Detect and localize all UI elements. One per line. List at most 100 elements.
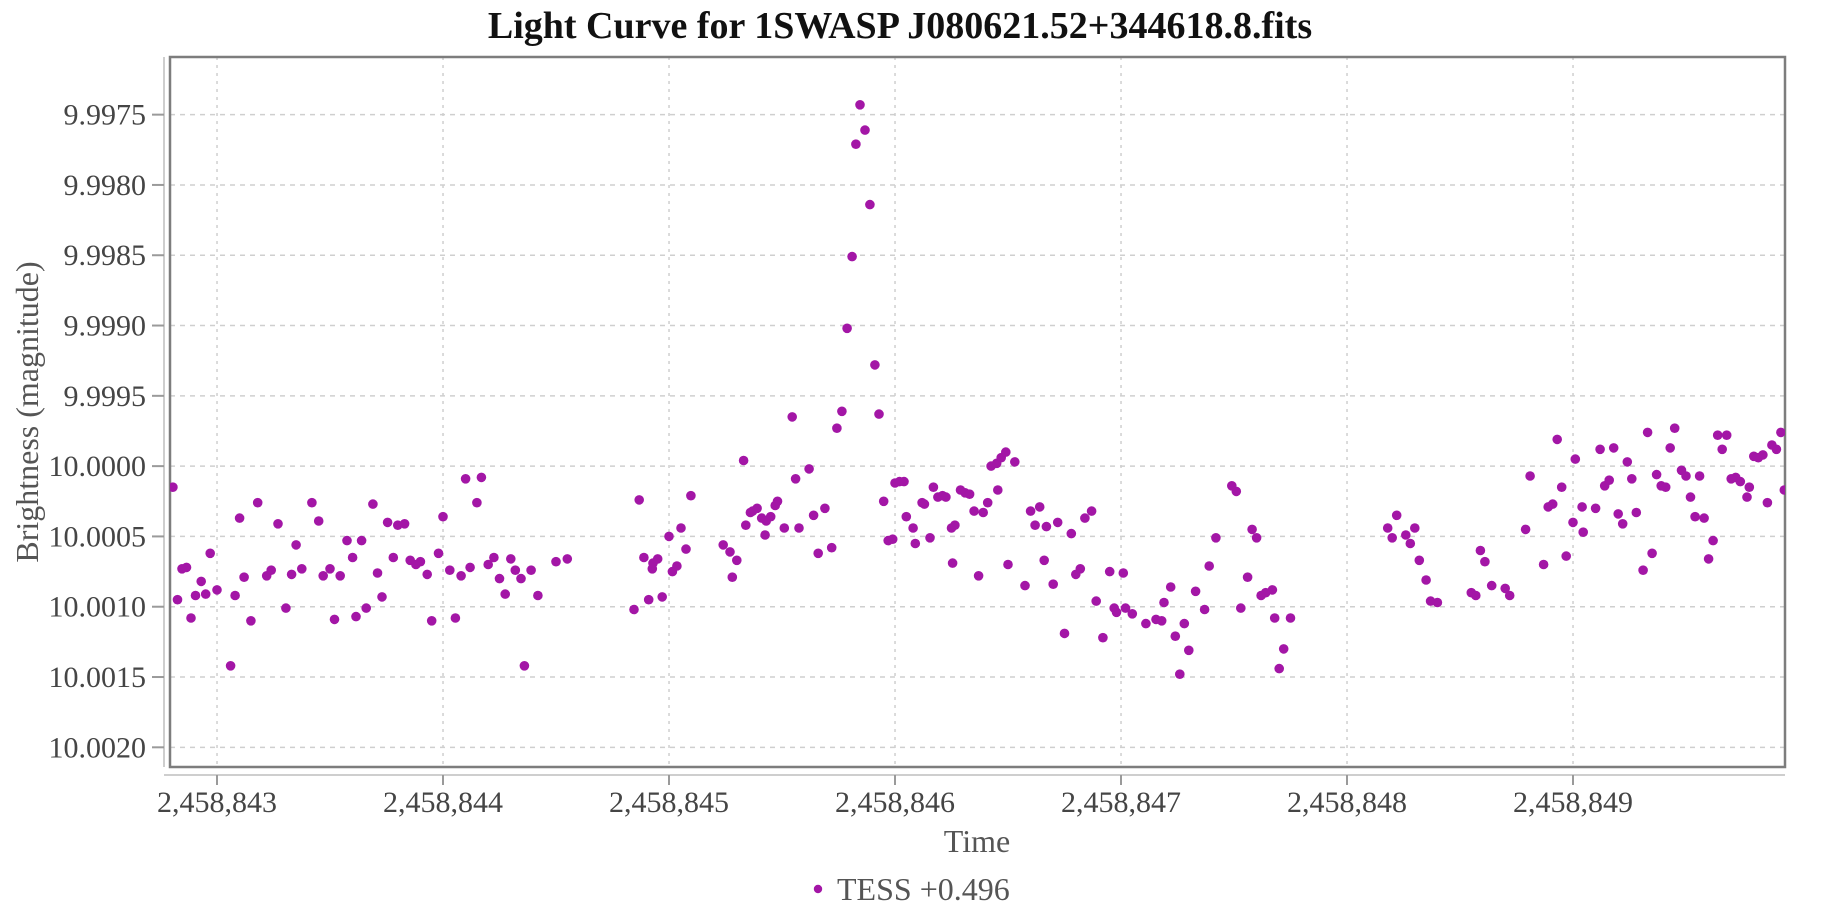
data-point	[718, 540, 728, 550]
data-point	[1561, 551, 1571, 561]
data-point	[281, 603, 291, 613]
data-point	[186, 613, 196, 623]
data-point	[1742, 492, 1752, 502]
data-point	[725, 547, 735, 557]
x-tick-label: 2,458,845	[609, 786, 729, 819]
data-point	[1020, 580, 1030, 591]
data-point	[1694, 471, 1705, 481]
data-point	[664, 531, 674, 542]
data-point	[1030, 520, 1040, 530]
data-point	[1735, 476, 1746, 487]
data-point	[1179, 618, 1190, 629]
data-point	[460, 474, 471, 484]
data-point	[1480, 556, 1490, 567]
data-point	[732, 555, 742, 566]
data-point	[329, 614, 340, 625]
data-point	[382, 517, 393, 528]
data-point	[377, 592, 387, 602]
data-point	[1039, 555, 1049, 566]
data-point	[842, 323, 852, 334]
data-point	[874, 409, 884, 419]
y-tick-label: 10.0015	[49, 661, 147, 694]
data-point	[826, 542, 837, 553]
data-point	[950, 520, 960, 530]
data-point	[1242, 572, 1253, 582]
data-point	[526, 565, 536, 575]
y-tick-label: 9.9985	[64, 239, 147, 272]
data-point	[1086, 506, 1097, 516]
data-point	[969, 506, 979, 516]
data-point	[1003, 559, 1013, 570]
data-point	[741, 520, 751, 530]
data-point	[925, 533, 935, 543]
data-point	[1236, 603, 1246, 613]
data-point	[832, 423, 842, 434]
data-point	[899, 476, 909, 487]
data-point	[1401, 530, 1411, 540]
y-tick-label: 10.0000	[49, 450, 147, 483]
data-point	[1525, 471, 1535, 481]
data-point	[1721, 430, 1732, 441]
x-tick-label: 2,458,846	[835, 786, 955, 819]
data-point	[1690, 511, 1700, 522]
data-point	[1776, 427, 1785, 438]
data-point	[901, 511, 912, 522]
data-point	[1405, 538, 1416, 549]
data-point	[1204, 561, 1214, 571]
data-point	[1627, 474, 1637, 484]
data-point	[629, 604, 639, 615]
data-point	[1251, 533, 1262, 543]
data-point	[847, 251, 857, 262]
data-point	[738, 455, 749, 466]
data-point	[1010, 457, 1020, 467]
data-point	[1538, 559, 1549, 570]
data-point	[779, 523, 790, 533]
data-point	[1681, 471, 1691, 481]
data-point	[1744, 482, 1755, 493]
y-tick-label: 10.0010	[49, 591, 147, 624]
data-point	[445, 565, 455, 575]
data-point	[910, 538, 921, 549]
data-point	[325, 564, 335, 574]
plot-border	[168, 55, 1787, 769]
data-point	[760, 530, 770, 540]
data-point	[1120, 603, 1131, 613]
data-point	[1165, 582, 1176, 592]
x-tick-label: 2,458,843	[157, 786, 277, 819]
data-point	[752, 503, 762, 514]
data-point	[1595, 444, 1605, 455]
data-point	[506, 554, 516, 564]
data-point	[820, 503, 830, 514]
data-point	[652, 554, 663, 564]
data-point	[1578, 527, 1588, 537]
data-point	[993, 485, 1003, 495]
data-point	[1712, 430, 1723, 441]
data-point	[1104, 566, 1115, 577]
x-tick-label: 2,458,847	[1061, 786, 1181, 819]
data-point	[1127, 609, 1138, 619]
data-point	[1184, 645, 1194, 656]
data-point	[1118, 568, 1129, 578]
data-point	[978, 507, 988, 518]
data-point	[562, 554, 573, 564]
data-point	[1703, 554, 1714, 564]
legend-marker-icon	[813, 884, 823, 894]
data-point	[456, 571, 466, 581]
data-point	[500, 589, 511, 599]
data-point	[1771, 444, 1782, 455]
data-point	[1486, 580, 1497, 591]
y-axis-title: Brightness (magnitude)	[9, 261, 45, 562]
data-point	[483, 559, 494, 570]
data-point	[318, 571, 329, 581]
data-point	[860, 125, 870, 135]
data-point	[1141, 618, 1151, 629]
data-point	[351, 611, 361, 622]
data-point	[947, 558, 958, 568]
data-point	[291, 540, 301, 550]
data-point	[1285, 613, 1296, 623]
data-point	[982, 497, 993, 508]
data-point	[1604, 475, 1614, 486]
x-tick-labels: 2,458,843 2,458,844 2,458,845 2,458,846 2,45…	[157, 786, 1633, 819]
scatter-points	[170, 100, 1785, 679]
data-point	[1568, 517, 1578, 528]
